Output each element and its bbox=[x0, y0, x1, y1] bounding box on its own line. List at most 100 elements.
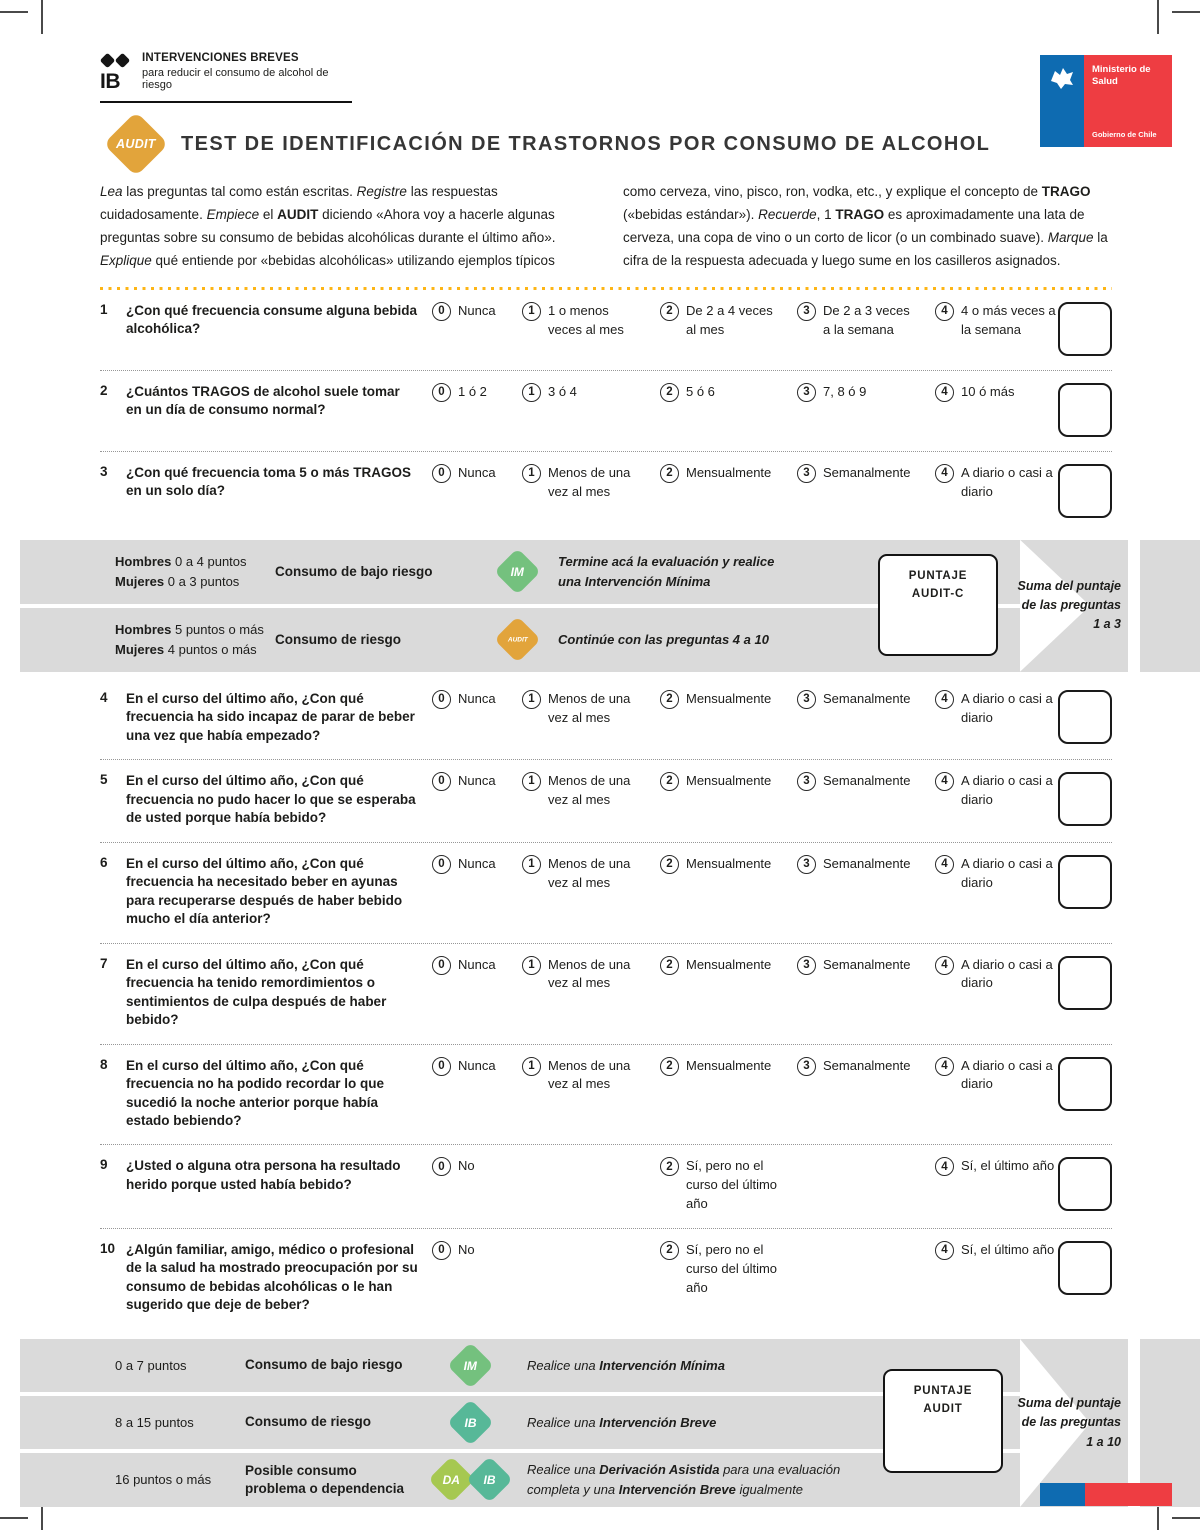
answer-option[interactable]: 0 Nunca bbox=[432, 955, 522, 975]
question-text: En el curso del último año, ¿Con qué fre… bbox=[126, 855, 403, 927]
answer-score-box[interactable] bbox=[1058, 463, 1112, 518]
option-label: 3 ó 4 bbox=[548, 383, 577, 399]
option-label: Nunca bbox=[458, 464, 496, 480]
option-score-circle: 2 bbox=[660, 955, 679, 975]
answer-option[interactable]: 4 A diario o casi a diario bbox=[935, 463, 1058, 502]
answer-option[interactable]: 0 Nunca bbox=[432, 301, 522, 321]
answer-option[interactable]: 1 1 o menos veces al mes bbox=[522, 301, 660, 340]
answer-option[interactable]: 4 4 o más veces a la semana bbox=[935, 301, 1058, 340]
answer-option[interactable]: 1 3 ó 4 bbox=[522, 382, 660, 402]
answer-option[interactable]: 4 A diario o casi a diario bbox=[935, 772, 1058, 810]
answer-score-box[interactable] bbox=[1058, 301, 1112, 356]
option-score-circle: 2 bbox=[660, 463, 679, 483]
answer-option[interactable]: 4 A diario o casi a diario bbox=[935, 854, 1058, 893]
answer-option[interactable]: 0 Nunca bbox=[432, 463, 522, 483]
answer-option[interactable]: 2 De 2 a 4 veces al mes bbox=[660, 301, 797, 340]
answer-option[interactable]: 1 Menos de una vez al mes bbox=[522, 955, 660, 994]
option-label: Semanalmente bbox=[823, 464, 911, 480]
intro-left: Lea las preguntas tal como están escrita… bbox=[100, 184, 556, 268]
answer-option[interactable]: 4 A diario o casi a diario bbox=[935, 689, 1058, 728]
question-text: ¿Algún familiar, amigo, médico o profesi… bbox=[126, 1242, 418, 1313]
questions-1-3: 1 ¿Con qué frecuencia consume alguna beb… bbox=[100, 290, 1112, 532]
audit-badge-icon: AUDIT bbox=[493, 616, 541, 664]
answer-option[interactable]: 0 1 ó 2 bbox=[432, 382, 522, 402]
audit-badge-label: AUDIT bbox=[116, 136, 156, 151]
badge-group: IM bbox=[427, 1342, 513, 1389]
answer-option[interactable]: 1 Menos de una vez al mes bbox=[522, 1056, 660, 1095]
intro-right: como cerveza, vino, pisco, ron, vodka, e… bbox=[623, 184, 1108, 268]
option-score-circle: 2 bbox=[660, 1056, 679, 1076]
answer-option[interactable]: 4 A diario o casi a diario bbox=[935, 1056, 1058, 1095]
ministry-footer: Gobierno de Chile bbox=[1092, 130, 1157, 139]
option-label: Menos de una vez al mes bbox=[548, 690, 631, 725]
questions-4-10: 4 En el curso del último año, ¿Con qué f… bbox=[100, 678, 1112, 1329]
option-label: 1 o menos veces al mes bbox=[548, 302, 624, 337]
question-row: 6 En el curso del último año, ¿Con qué f… bbox=[100, 841, 1112, 943]
audit-sum-note: Suma del puntaje de las preguntas 1 a 10 bbox=[1017, 1395, 1122, 1449]
option-label: 7, 8 ó 9 bbox=[823, 383, 867, 399]
option-score-circle: 1 bbox=[522, 854, 541, 874]
answer-option[interactable]: 0 No bbox=[432, 1241, 522, 1260]
answer-option[interactable]: 0 Nunca bbox=[432, 854, 522, 874]
option-label: Nunca bbox=[458, 855, 496, 871]
option-score-circle: 0 bbox=[432, 854, 451, 874]
option-score-circle: 1 bbox=[522, 382, 541, 402]
answer-option[interactable]: 3 De 2 a 3 veces a la semana bbox=[797, 301, 935, 340]
option-score-circle: 1 bbox=[522, 689, 541, 709]
row-divider bbox=[20, 603, 1028, 608]
answer-option[interactable]: 4 A diario o casi a diario bbox=[935, 955, 1058, 994]
answer-option[interactable]: 4 Sí, el último año bbox=[935, 1241, 1058, 1260]
answer-option[interactable]: 0 No bbox=[432, 1157, 522, 1177]
answer-option[interactable]: 2 Mensualmente bbox=[660, 854, 797, 874]
audit-score-box[interactable]: PUNTAJE AUDIT bbox=[883, 1368, 1003, 1473]
answer-score-box[interactable] bbox=[1058, 1157, 1112, 1212]
option-score-circle: 1 bbox=[522, 772, 541, 792]
answer-option[interactable]: 0 Nunca bbox=[432, 772, 522, 792]
question-text: ¿Con qué frecuencia consume alguna bebid… bbox=[126, 302, 418, 337]
option-score-circle: 0 bbox=[432, 301, 451, 321]
option-score-circle: 0 bbox=[432, 772, 451, 792]
answer-score-box[interactable] bbox=[1058, 382, 1112, 437]
answer-score-box[interactable] bbox=[1058, 772, 1112, 827]
answer-option[interactable]: 3 Semanalmente bbox=[797, 689, 935, 709]
ib-bottles-icon: IB bbox=[99, 52, 131, 92]
answer-option[interactable]: 2 Sí, pero no el curso del último año bbox=[660, 1157, 797, 1214]
answer-score-box[interactable] bbox=[1058, 854, 1112, 909]
badge-group: IM bbox=[487, 548, 547, 596]
answer-option[interactable]: 3 Semanalmente bbox=[797, 854, 935, 874]
da-badge-icon: DA bbox=[427, 1456, 475, 1504]
option-label: Menos de una vez al mes bbox=[548, 464, 631, 499]
answer-option[interactable]: 2 Mensualmente bbox=[660, 689, 797, 709]
answer-score-box[interactable] bbox=[1058, 1241, 1112, 1295]
answer-option[interactable]: 2 Mensualmente bbox=[660, 1056, 797, 1076]
answer-option[interactable]: 3 Semanalmente bbox=[797, 1056, 935, 1076]
answer-option[interactable]: 2 Mensualmente bbox=[660, 463, 797, 483]
answer-option[interactable]: 3 Semanalmente bbox=[797, 955, 935, 975]
instruction-text: Continúe con las preguntas 4 a 10 bbox=[558, 632, 769, 647]
answer-option[interactable]: 2 Sí, pero no el curso del último año bbox=[660, 1241, 797, 1298]
answer-option[interactable]: 3 7, 8 ó 9 bbox=[797, 382, 935, 402]
audit-dependence-row: 16 puntos o más Posible consumo problema… bbox=[20, 1453, 1128, 1507]
answer-option[interactable]: 3 Semanalmente bbox=[797, 772, 935, 792]
answer-option[interactable]: 4 Sí, el último año bbox=[935, 1157, 1058, 1177]
im-badge-icon: IM bbox=[446, 1342, 494, 1389]
answer-option[interactable]: 1 Menos de una vez al mes bbox=[522, 854, 660, 893]
answer-option[interactable]: 2 Mensualmente bbox=[660, 955, 797, 975]
answer-option[interactable]: 2 Mensualmente bbox=[660, 772, 797, 792]
option-score-circle: 3 bbox=[797, 854, 816, 874]
answer-option[interactable]: 4 10 ó más bbox=[935, 382, 1058, 402]
answer-option[interactable]: 3 Semanalmente bbox=[797, 463, 935, 483]
answer-option[interactable]: 1 Menos de una vez al mes bbox=[522, 772, 660, 810]
answer-option[interactable]: 2 5 ó 6 bbox=[660, 382, 797, 402]
option-label: Sí, el último año bbox=[961, 1242, 1055, 1257]
instruction-text: Termine acá la evaluación y realice una … bbox=[558, 554, 775, 589]
answer-score-box[interactable] bbox=[1058, 955, 1112, 1010]
answer-score-box[interactable] bbox=[1058, 689, 1112, 744]
answer-option[interactable]: 1 Menos de una vez al mes bbox=[522, 463, 660, 502]
question-row: 5 En el curso del último año, ¿Con qué f… bbox=[100, 759, 1112, 841]
answer-score-box[interactable] bbox=[1058, 1056, 1112, 1111]
answer-option[interactable]: 0 Nunca bbox=[432, 1056, 522, 1076]
auditc-score-box[interactable]: PUNTAJE AUDIT-C bbox=[878, 553, 998, 656]
answer-option[interactable]: 1 Menos de una vez al mes bbox=[522, 689, 660, 728]
answer-option[interactable]: 0 Nunca bbox=[432, 689, 522, 709]
